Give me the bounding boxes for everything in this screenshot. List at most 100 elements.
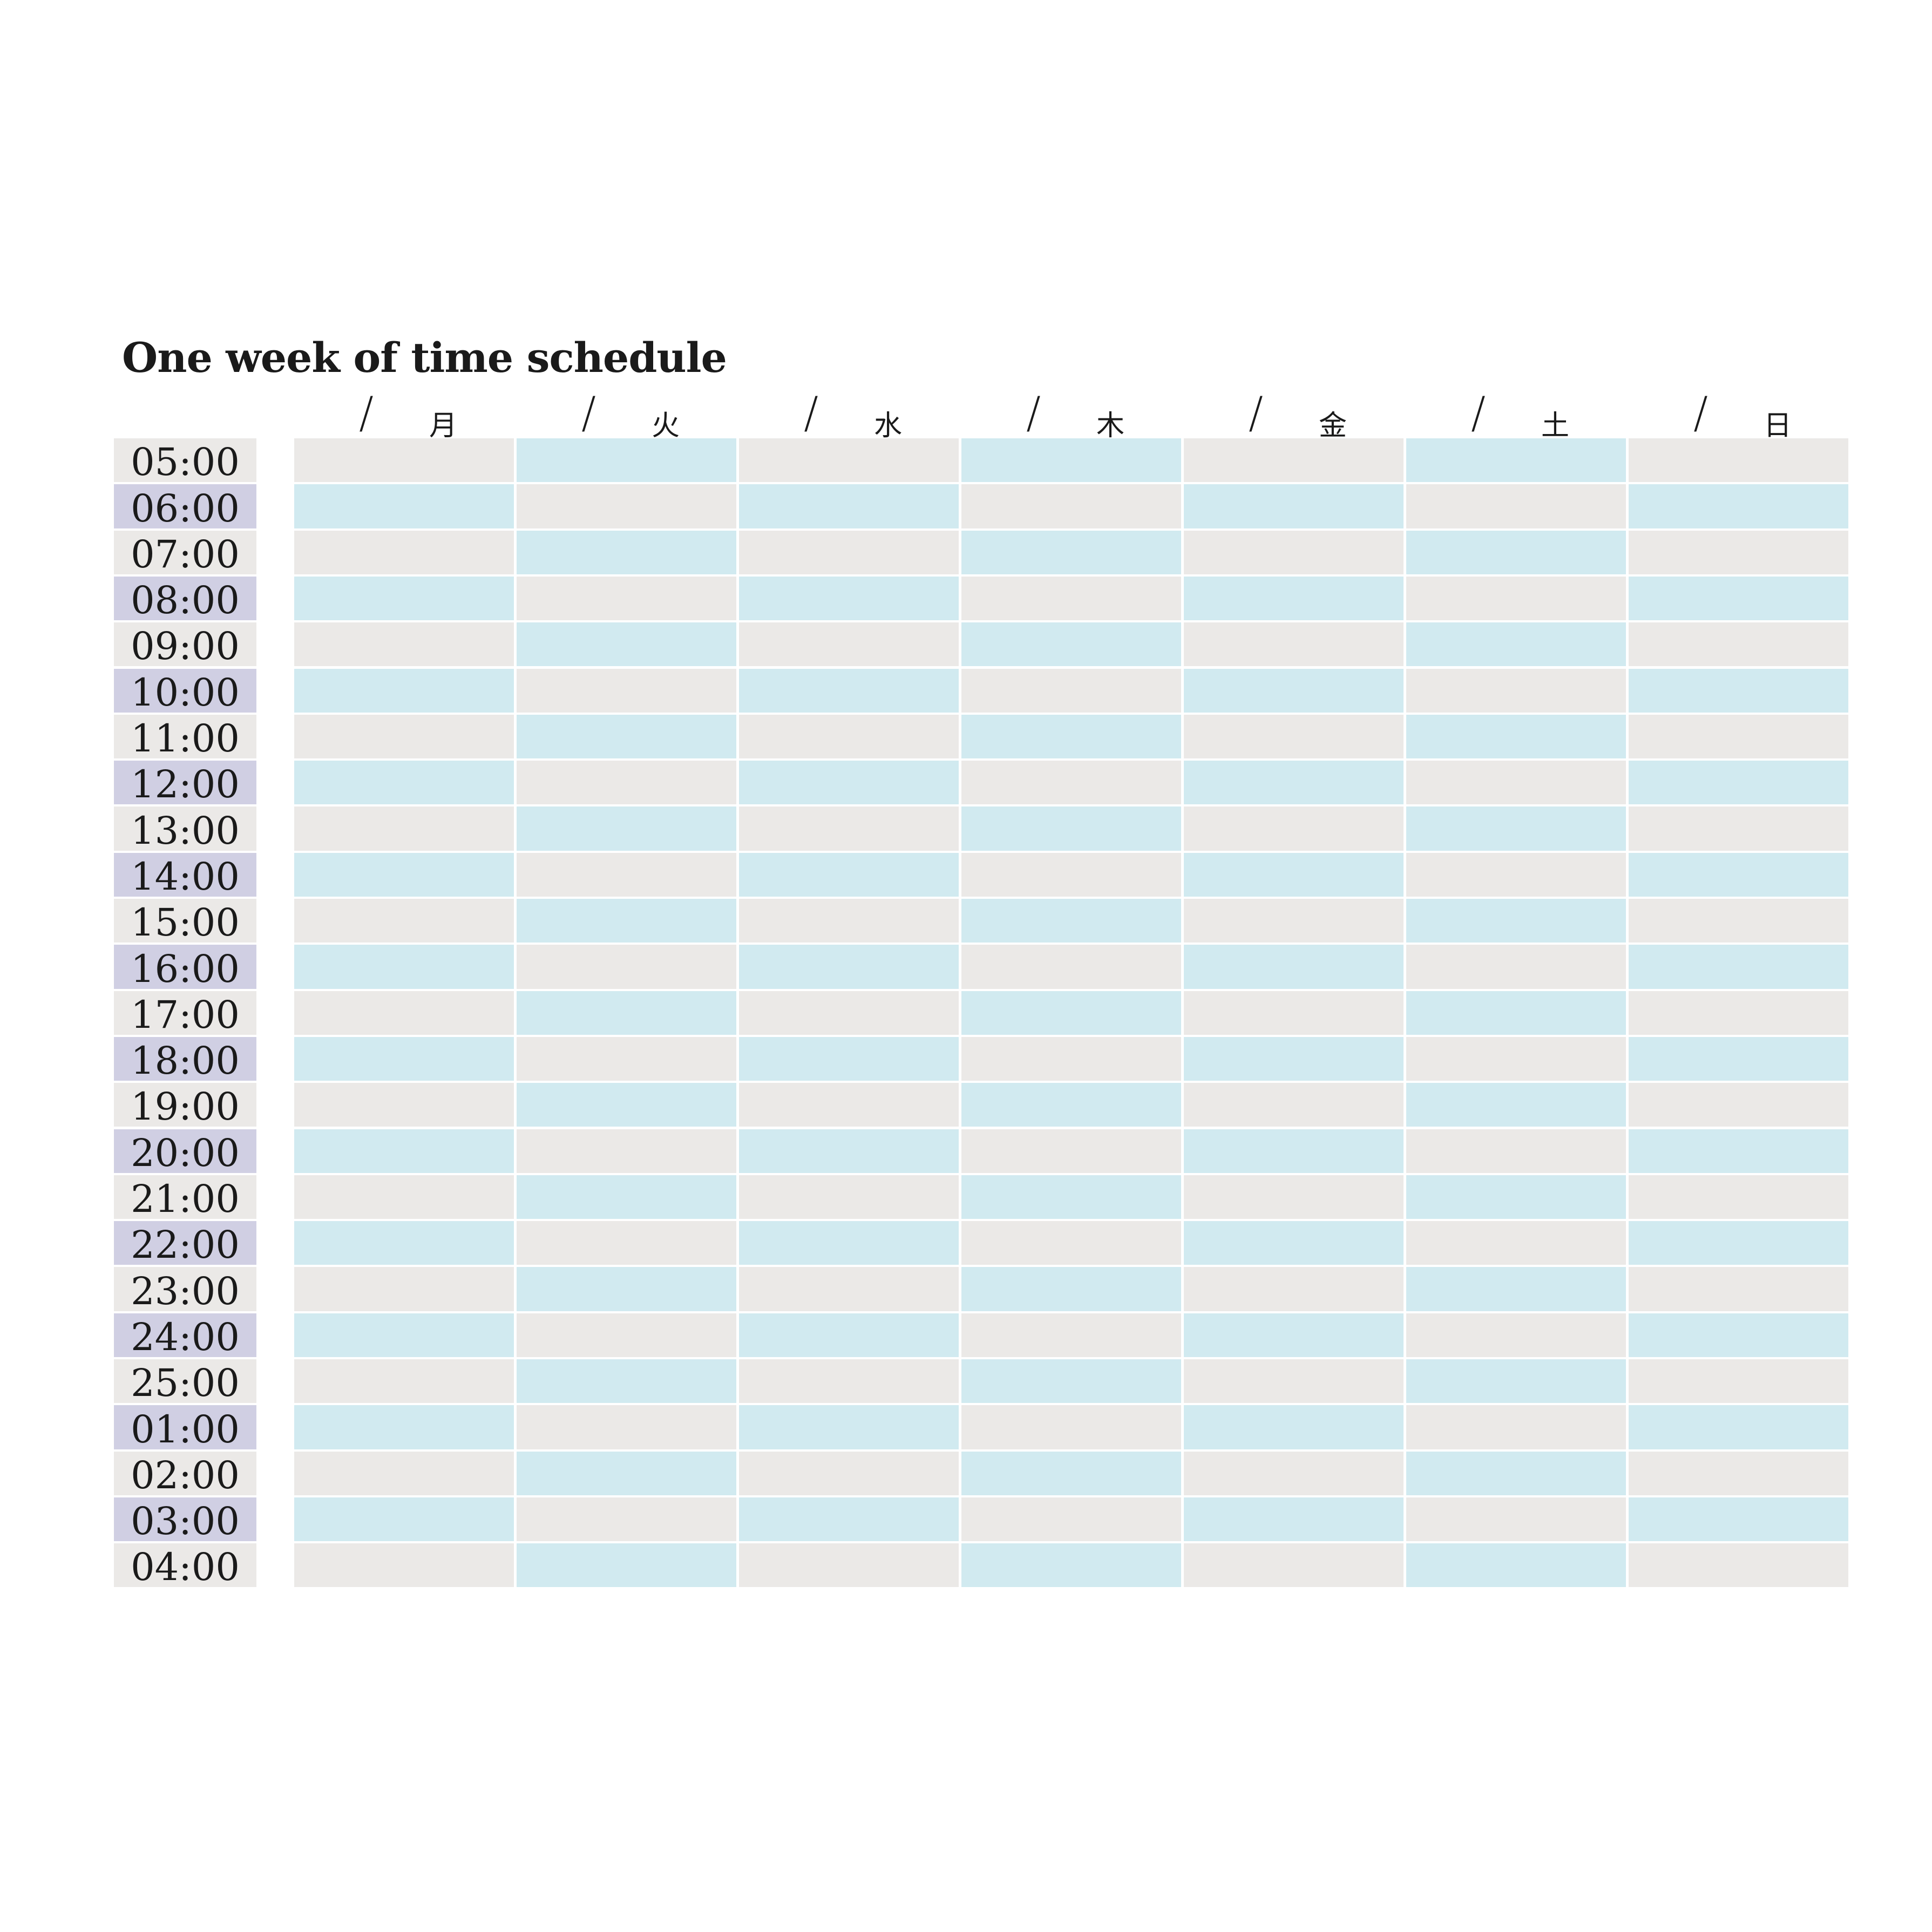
schedule-slot[interactable] bbox=[1629, 852, 1848, 897]
schedule-slot[interactable] bbox=[739, 530, 959, 574]
schedule-slot[interactable] bbox=[1629, 1497, 1848, 1542]
schedule-slot[interactable] bbox=[1629, 622, 1848, 667]
schedule-slot[interactable] bbox=[517, 668, 736, 713]
schedule-slot[interactable] bbox=[294, 1175, 514, 1219]
schedule-slot[interactable] bbox=[1406, 1083, 1626, 1127]
schedule-slot[interactable] bbox=[1406, 576, 1626, 621]
schedule-slot[interactable] bbox=[739, 1313, 959, 1357]
schedule-slot[interactable] bbox=[517, 1543, 736, 1588]
schedule-slot[interactable] bbox=[1184, 806, 1404, 851]
schedule-slot[interactable] bbox=[1629, 899, 1848, 943]
schedule-slot[interactable] bbox=[294, 622, 514, 667]
schedule-slot[interactable] bbox=[294, 668, 514, 713]
schedule-slot[interactable] bbox=[517, 484, 736, 528]
date-slash[interactable]: / bbox=[359, 388, 374, 438]
schedule-slot[interactable] bbox=[1184, 714, 1404, 759]
schedule-slot[interactable] bbox=[1184, 1313, 1404, 1357]
schedule-slot[interactable] bbox=[294, 806, 514, 851]
schedule-slot[interactable] bbox=[517, 899, 736, 943]
schedule-slot[interactable] bbox=[517, 761, 736, 805]
schedule-slot[interactable] bbox=[1184, 1083, 1404, 1127]
schedule-slot[interactable] bbox=[294, 484, 514, 528]
schedule-slot[interactable] bbox=[1184, 899, 1404, 943]
schedule-slot[interactable] bbox=[1629, 1313, 1848, 1357]
schedule-slot[interactable] bbox=[1629, 945, 1848, 989]
schedule-slot[interactable] bbox=[961, 1129, 1181, 1173]
schedule-slot[interactable] bbox=[1184, 761, 1404, 805]
schedule-slot[interactable] bbox=[1406, 945, 1626, 989]
schedule-slot[interactable] bbox=[961, 806, 1181, 851]
schedule-slot[interactable] bbox=[961, 899, 1181, 943]
schedule-slot[interactable] bbox=[1406, 438, 1626, 483]
schedule-slot[interactable] bbox=[294, 1221, 514, 1265]
schedule-slot[interactable] bbox=[961, 761, 1181, 805]
schedule-slot[interactable] bbox=[739, 1405, 959, 1449]
schedule-slot[interactable] bbox=[961, 1036, 1181, 1081]
schedule-slot[interactable] bbox=[1406, 1359, 1626, 1404]
schedule-slot[interactable] bbox=[294, 991, 514, 1035]
schedule-slot[interactable] bbox=[1406, 1129, 1626, 1173]
schedule-slot[interactable] bbox=[739, 852, 959, 897]
schedule-slot[interactable] bbox=[961, 991, 1181, 1035]
schedule-slot[interactable] bbox=[739, 1036, 959, 1081]
schedule-slot[interactable] bbox=[294, 1359, 514, 1404]
schedule-slot[interactable] bbox=[1629, 761, 1848, 805]
schedule-slot[interactable] bbox=[1406, 991, 1626, 1035]
schedule-slot[interactable] bbox=[1184, 852, 1404, 897]
schedule-slot[interactable] bbox=[294, 530, 514, 574]
schedule-slot[interactable] bbox=[1629, 668, 1848, 713]
schedule-slot[interactable] bbox=[739, 899, 959, 943]
schedule-slot[interactable] bbox=[961, 530, 1181, 574]
schedule-slot[interactable] bbox=[961, 438, 1181, 483]
schedule-slot[interactable] bbox=[961, 668, 1181, 713]
schedule-slot[interactable] bbox=[961, 945, 1181, 989]
schedule-slot[interactable] bbox=[1406, 1497, 1626, 1542]
schedule-slot[interactable] bbox=[739, 1267, 959, 1311]
schedule-slot[interactable] bbox=[739, 1221, 959, 1265]
schedule-slot[interactable] bbox=[294, 714, 514, 759]
schedule-slot[interactable] bbox=[739, 668, 959, 713]
schedule-slot[interactable] bbox=[961, 852, 1181, 897]
schedule-slot[interactable] bbox=[739, 1083, 959, 1127]
schedule-slot[interactable] bbox=[739, 806, 959, 851]
schedule-slot[interactable] bbox=[1406, 761, 1626, 805]
schedule-slot[interactable] bbox=[1406, 1543, 1626, 1588]
schedule-slot[interactable] bbox=[739, 484, 959, 528]
schedule-slot[interactable] bbox=[517, 438, 736, 483]
schedule-slot[interactable] bbox=[1629, 1267, 1848, 1311]
schedule-slot[interactable] bbox=[1406, 1036, 1626, 1081]
schedule-slot[interactable] bbox=[1406, 1451, 1626, 1495]
schedule-slot[interactable] bbox=[294, 1267, 514, 1311]
schedule-slot[interactable] bbox=[517, 530, 736, 574]
schedule-slot[interactable] bbox=[1184, 438, 1404, 483]
schedule-slot[interactable] bbox=[294, 945, 514, 989]
schedule-slot[interactable] bbox=[1629, 1175, 1848, 1219]
schedule-slot[interactable] bbox=[961, 1083, 1181, 1127]
schedule-slot[interactable] bbox=[739, 1451, 959, 1495]
schedule-slot[interactable] bbox=[739, 1543, 959, 1588]
schedule-slot[interactable] bbox=[1184, 484, 1404, 528]
schedule-slot[interactable] bbox=[1184, 622, 1404, 667]
schedule-slot[interactable] bbox=[1629, 1221, 1848, 1265]
schedule-slot[interactable] bbox=[517, 1405, 736, 1449]
schedule-slot[interactable] bbox=[517, 1451, 736, 1495]
schedule-slot[interactable] bbox=[517, 1221, 736, 1265]
schedule-slot[interactable] bbox=[294, 852, 514, 897]
schedule-slot[interactable] bbox=[739, 991, 959, 1035]
schedule-slot[interactable] bbox=[517, 1175, 736, 1219]
schedule-slot[interactable] bbox=[517, 945, 736, 989]
schedule-slot[interactable] bbox=[1629, 576, 1848, 621]
date-slash[interactable]: / bbox=[1249, 388, 1263, 438]
schedule-slot[interactable] bbox=[294, 438, 514, 483]
schedule-slot[interactable] bbox=[294, 1036, 514, 1081]
schedule-slot[interactable] bbox=[517, 991, 736, 1035]
schedule-slot[interactable] bbox=[961, 1221, 1181, 1265]
date-slash[interactable]: / bbox=[1471, 388, 1486, 438]
schedule-slot[interactable] bbox=[1629, 714, 1848, 759]
schedule-slot[interactable] bbox=[1406, 1175, 1626, 1219]
schedule-slot[interactable] bbox=[1406, 484, 1626, 528]
schedule-slot[interactable] bbox=[294, 1405, 514, 1449]
schedule-slot[interactable] bbox=[1406, 714, 1626, 759]
schedule-slot[interactable] bbox=[1184, 991, 1404, 1035]
schedule-slot[interactable] bbox=[961, 1451, 1181, 1495]
